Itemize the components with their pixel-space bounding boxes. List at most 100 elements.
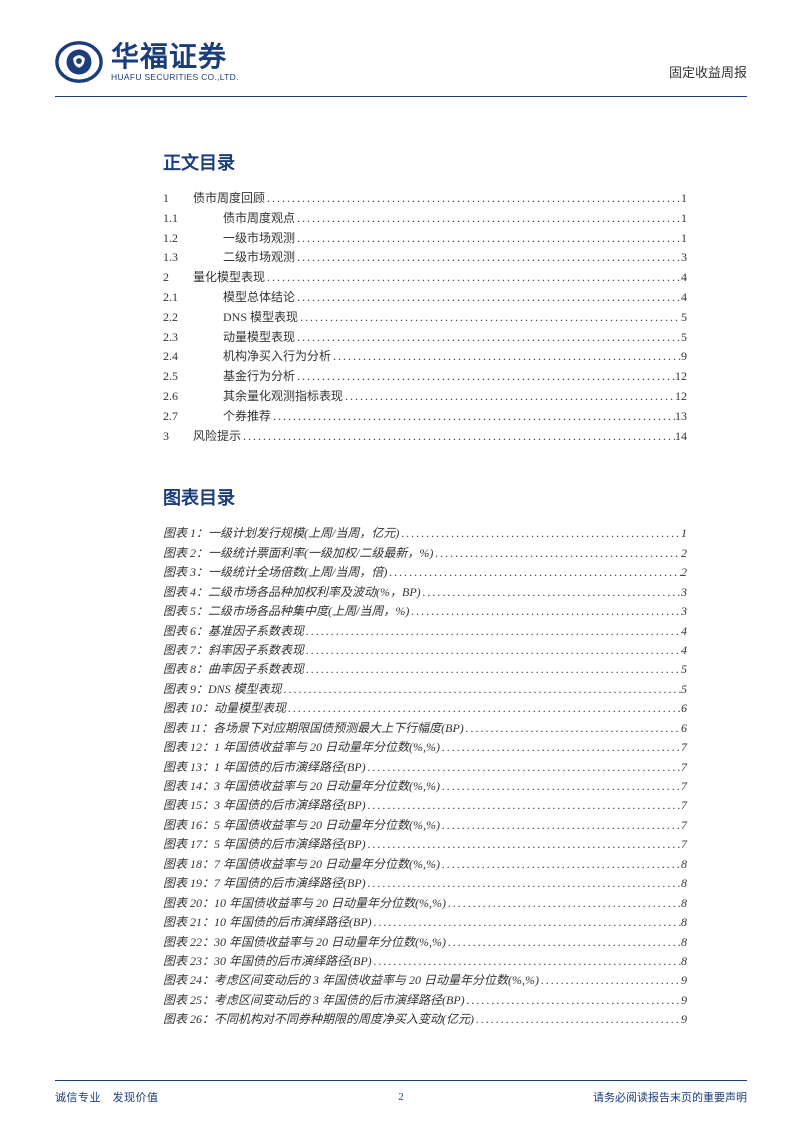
figure-label: 图表 20：: [163, 894, 214, 913]
figure-label: 图表 23：: [163, 952, 214, 971]
figure-leader-dots: ........................................…: [539, 971, 681, 990]
figure-title: 一级计划发行规模(上周/当周，亿元): [208, 524, 399, 543]
figure-leader-dots: ........................................…: [440, 738, 681, 757]
toc-title: 个券推荐: [223, 407, 271, 427]
figure-title: 1 年国债收益率与 20 日动量年分位数(%,%): [214, 738, 440, 757]
figure-entry: 图表 15：3 年国债的后市演绎路径(BP)..................…: [163, 796, 687, 815]
figure-page-number: 5: [681, 660, 687, 679]
toc-entry: 2量化模型表现.................................…: [163, 268, 687, 288]
toc-entry: 2.4机构净买入行为分析............................…: [163, 347, 687, 367]
toc-title: 二级市场观测: [223, 248, 295, 268]
figure-entry: 图表 22：30 年国债收益率与 20 日动量年分位数(%,%)........…: [163, 933, 687, 952]
figure-leader-dots: ........................................…: [440, 816, 681, 835]
figure-title: 7 年国债的后市演绎路径(BP): [214, 874, 366, 893]
figure-label: 图表 2：: [163, 544, 208, 563]
toc-page-number: 5: [681, 328, 687, 348]
figure-entry: 图表 7：斜率因子系数表现...........................…: [163, 641, 687, 660]
toc-number: 1.3: [163, 248, 223, 268]
figure-page-number: 2: [681, 563, 687, 582]
toc-leader-dots: ........................................…: [343, 387, 675, 407]
figure-page-number: 7: [681, 758, 687, 777]
figure-label: 图表 9：: [163, 680, 208, 699]
figure-entry: 图表 9：DNS 模型表现...........................…: [163, 680, 687, 699]
figure-label: 图表 10：: [163, 699, 214, 718]
figure-leader-dots: ........................................…: [446, 894, 681, 913]
footer-row: 诚信专业 发现价值 2 请务必阅读报告末页的重要声明: [55, 1089, 747, 1105]
toc-number: 2.4: [163, 347, 223, 367]
toc-title: 其余量化观测指标表现: [223, 387, 343, 407]
toc-leader-dots: ........................................…: [295, 367, 675, 387]
figure-label: 图表 19：: [163, 874, 214, 893]
figure-title: 30 年国债收益率与 20 日动量年分位数(%,%): [214, 933, 446, 952]
content-area: 正文目录 1债市周度回顾............................…: [55, 97, 747, 1030]
figure-page-number: 7: [681, 777, 687, 796]
figure-entry: 图表 14：3 年国债收益率与 20 日动量年分位数(%,%).........…: [163, 777, 687, 796]
toc-number: 2: [163, 268, 193, 288]
toc-page-number: 13: [675, 407, 687, 427]
figure-leader-dots: ........................................…: [399, 524, 681, 543]
toc-title: 量化模型表现: [193, 268, 265, 288]
figure-page-number: 8: [681, 855, 687, 874]
figure-leader-dots: ........................................…: [440, 777, 681, 796]
figure-leader-dots: ........................................…: [465, 991, 681, 1010]
toc-number: 2.1: [163, 288, 223, 308]
toc-title: 风险提示: [193, 427, 241, 447]
page-container: 华福证券 HUAFU SECURITIES CO.,LTD. 固定收益周报 正文…: [0, 0, 802, 1133]
figure-leader-dots: ........................................…: [304, 641, 681, 660]
figure-title: 各场景下对应期限国债预测最大上下行幅度(BP): [213, 719, 464, 738]
toc-title: 动量模型表现: [223, 328, 295, 348]
figures-list: 图表 1：一级计划发行规模(上周/当周，亿元).................…: [163, 524, 687, 1029]
toc-number: 3: [163, 427, 193, 447]
toc-page-number: 14: [675, 427, 687, 447]
toc-title: 机构净买入行为分析: [223, 347, 331, 367]
toc-leader-dots: ........................................…: [295, 328, 681, 348]
figure-label: 图表 7：: [163, 641, 208, 660]
figure-title: 5 年国债的后市演绎路径(BP): [214, 835, 366, 854]
document-title: 固定收益周报: [669, 62, 747, 81]
figure-label: 图表 6：: [163, 622, 208, 641]
figure-entry: 图表 16：5 年国债收益率与 20 日动量年分位数(%,%).........…: [163, 816, 687, 835]
figure-leader-dots: ........................................…: [366, 835, 681, 854]
toc-entry: 1.2一级市场观测...............................…: [163, 229, 687, 249]
figure-page-number: 8: [681, 952, 687, 971]
toc-leader-dots: ........................................…: [295, 209, 681, 229]
logo-text: 华福证券 HUAFU SECURITIES CO.,LTD.: [111, 42, 239, 83]
toc-page-number: 3: [681, 248, 687, 268]
toc-title: 债市周度观点: [223, 209, 295, 229]
toc-page-number: 9: [681, 347, 687, 367]
figure-label: 图表 26：: [163, 1010, 214, 1029]
figure-title: 7 年国债收益率与 20 日动量年分位数(%,%): [214, 855, 440, 874]
figure-label: 图表 4：: [163, 583, 208, 602]
toc-list: 1债市周度回顾.................................…: [163, 189, 687, 446]
logo-en-text: HUAFU SECURITIES CO.,LTD.: [111, 72, 239, 82]
toc-page-number: 1: [681, 189, 687, 209]
figure-leader-dots: ........................................…: [421, 583, 681, 602]
logo-block: 华福证券 HUAFU SECURITIES CO.,LTD.: [55, 38, 239, 86]
toc-leader-dots: ........................................…: [265, 268, 681, 288]
toc-number: 1: [163, 189, 193, 209]
figure-label: 图表 15：: [163, 796, 214, 815]
toc-number: 2.2: [163, 308, 223, 328]
figure-page-number: 8: [681, 874, 687, 893]
figure-page-number: 5: [681, 680, 687, 699]
figure-label: 图表 24：: [163, 971, 214, 990]
figure-label: 图表 22：: [163, 933, 214, 952]
figure-entry: 图表 20：10 年国债收益率与 20 日动量年分位数(%,%)........…: [163, 894, 687, 913]
figure-page-number: 7: [681, 835, 687, 854]
figure-label: 图表 11：: [163, 719, 213, 738]
figure-title: 3 年国债的后市演绎路径(BP): [214, 796, 366, 815]
toc-leader-dots: ........................................…: [295, 229, 681, 249]
toc-heading: 正文目录: [163, 149, 687, 175]
toc-number: 2.3: [163, 328, 223, 348]
figure-entry: 图表 18：7 年国债收益率与 20 日动量年分位数(%,%).........…: [163, 855, 687, 874]
figure-title: 曲率因子系数表现: [208, 660, 304, 679]
page-header: 华福证券 HUAFU SECURITIES CO.,LTD. 固定收益周报: [55, 38, 747, 94]
figure-page-number: 4: [681, 622, 687, 641]
figure-page-number: 8: [681, 913, 687, 932]
figure-label: 图表 17：: [163, 835, 214, 854]
toc-leader-dots: ........................................…: [265, 189, 681, 209]
figure-label: 图表 3：: [163, 563, 208, 582]
figure-title: 斜率因子系数表现: [208, 641, 304, 660]
toc-number: 2.6: [163, 387, 223, 407]
figure-page-number: 8: [681, 894, 687, 913]
